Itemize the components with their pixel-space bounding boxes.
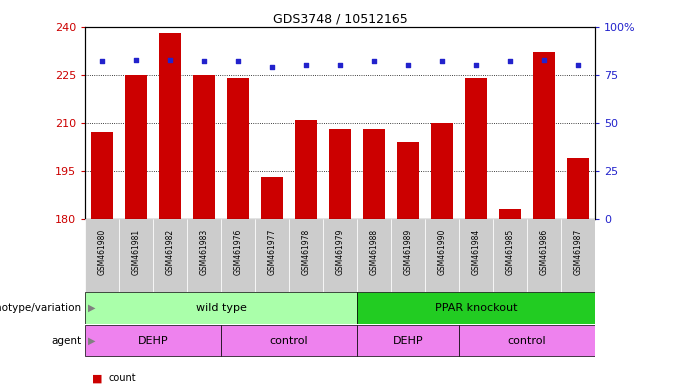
Bar [289,219,323,292]
Text: GSM461986: GSM461986 [539,228,549,275]
Text: DEHP: DEHP [392,336,424,346]
Point [403,62,413,68]
Point [573,62,583,68]
Bar [159,33,181,219]
Point [131,56,141,63]
Text: GSM461988: GSM461988 [369,228,379,275]
Point [97,58,107,65]
Bar [561,219,595,292]
Text: GSM461990: GSM461990 [437,228,447,275]
Text: GSM461980: GSM461980 [97,228,107,275]
Bar [227,78,249,219]
Bar [85,293,357,324]
Text: GSM461977: GSM461977 [267,228,277,275]
Point [437,58,447,65]
Bar [527,219,561,292]
Point [335,62,345,68]
Point [233,58,243,65]
Bar [459,219,493,292]
Text: wild type: wild type [196,303,246,313]
Text: ▶: ▶ [88,303,96,313]
Bar [357,325,459,356]
Text: GSM461982: GSM461982 [165,228,175,275]
Point [165,56,175,63]
Point [267,64,277,70]
Text: GSM461984: GSM461984 [471,228,481,275]
Text: GSM461989: GSM461989 [403,228,413,275]
Text: agent: agent [52,336,82,346]
Point [369,58,379,65]
Bar [221,219,255,292]
Text: GSM461987: GSM461987 [573,228,583,275]
Bar [357,293,595,324]
Bar [425,219,459,292]
Bar [261,177,283,219]
Text: DEHP: DEHP [137,336,169,346]
Text: GSM461985: GSM461985 [505,228,515,275]
Text: GSM461979: GSM461979 [335,228,345,275]
Bar [533,53,555,219]
Bar [567,158,589,219]
Bar [465,78,487,219]
Text: GSM461976: GSM461976 [233,228,243,275]
Bar [397,142,419,219]
Bar [493,219,527,292]
Text: GSM461978: GSM461978 [301,228,311,275]
Point [471,62,481,68]
Bar [363,129,385,219]
Point [301,62,311,68]
Bar [295,120,317,219]
Bar [119,219,153,292]
Bar [391,219,425,292]
Bar [323,219,357,292]
Text: PPAR knockout: PPAR knockout [435,303,517,313]
Bar [499,209,521,219]
Text: control: control [270,336,308,346]
Bar [459,325,595,356]
Text: genotype/variation: genotype/variation [0,303,82,313]
Bar [193,75,215,219]
Text: control: control [508,336,546,346]
Bar [357,219,391,292]
Title: GDS3748 / 10512165: GDS3748 / 10512165 [273,13,407,26]
Bar [85,325,221,356]
Text: GSM461981: GSM461981 [131,228,141,275]
Point [539,56,549,63]
Bar [187,219,221,292]
Text: count: count [109,373,137,383]
Text: GSM461983: GSM461983 [199,228,209,275]
Text: ■: ■ [92,373,102,383]
Bar [329,129,351,219]
Bar [153,219,187,292]
Bar [255,219,289,292]
Point [199,58,209,65]
Bar [221,325,357,356]
Bar [431,123,453,219]
Bar [85,219,119,292]
Bar [91,132,113,219]
Bar [125,75,147,219]
Point [505,58,515,65]
Text: ▶: ▶ [88,336,96,346]
